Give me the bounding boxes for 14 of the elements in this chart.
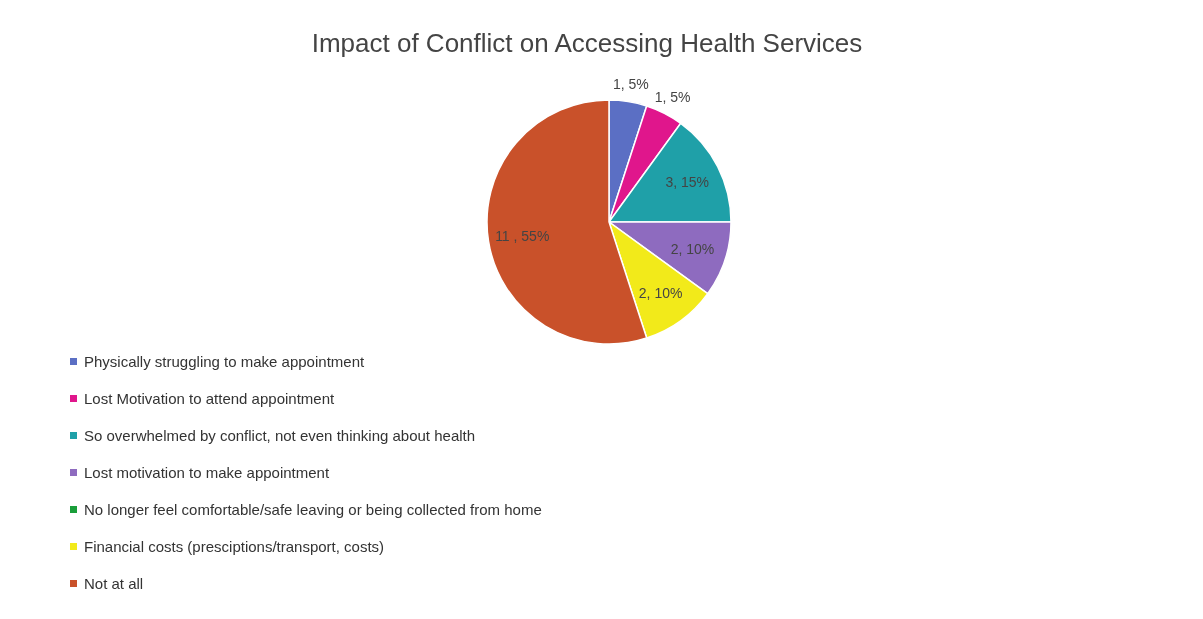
data-label: 1, 5% <box>654 89 691 106</box>
legend-label: No longer feel comfortable/safe leaving or being collected from home <box>84 501 542 518</box>
data-label: 1, 5% <box>612 75 649 92</box>
data-label: 2, 10% <box>638 285 683 302</box>
legend-label: Physically struggling to make appointment <box>84 353 365 370</box>
legend-label: Lost Motivation to attend appointment <box>84 390 335 407</box>
legend-label: Financial costs (presciptions/transport, costs) <box>84 538 385 555</box>
legend-label: Not at all <box>84 575 144 592</box>
legend-label: Lost motivation to make appointment <box>84 464 330 481</box>
data-label: 11 , 55% <box>495 227 550 244</box>
data-label: 2, 10% <box>670 241 715 258</box>
legend-label: So overwhelmed by conflict, not even thinking about health <box>84 427 476 444</box>
data-label: 3, 15% <box>665 174 710 191</box>
chart-title: Impact of Conflict on Accessing Health Services <box>311 28 863 58</box>
